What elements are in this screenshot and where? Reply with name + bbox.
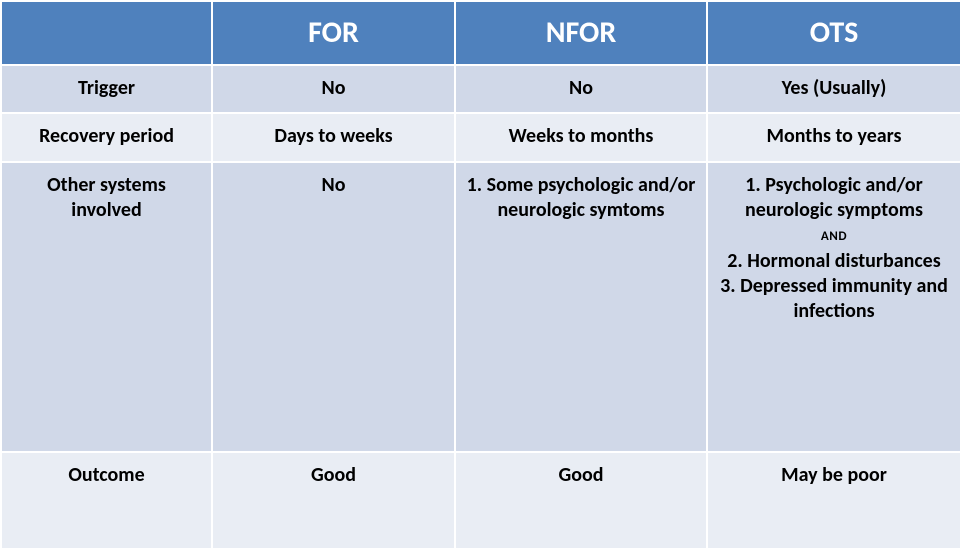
table-header-row: FOR NFOR OTS [1, 1, 960, 65]
cell-systems-ots: 1. Psychologic and/or neurologic symptom… [707, 162, 960, 452]
comparison-table: FOR NFOR OTS Trigger No No Yes (Usually)… [0, 0, 960, 550]
cell-outcome-ots: May be poor [707, 452, 960, 549]
table-row: Trigger No No Yes (Usually) [1, 65, 960, 113]
cell-outcome-nfor: Good [455, 452, 707, 549]
cell-trigger-ots: Yes (Usually) [707, 65, 960, 113]
row-label-systems: Other systems involved [1, 162, 212, 452]
header-nfor: NFOR [455, 1, 707, 65]
row-label-trigger: Trigger [1, 65, 212, 113]
cell-recovery-ots: Months to years [707, 113, 960, 162]
row-label-outcome: Outcome [1, 452, 212, 549]
cell-systems-for: No [212, 162, 455, 452]
table-row: Recovery period Days to weeks Weeks to m… [1, 113, 960, 162]
table-row: Other systems involved No 1. Some psycho… [1, 162, 960, 452]
cell-outcome-for: Good [212, 452, 455, 549]
cell-trigger-nfor: No [455, 65, 707, 113]
cell-recovery-nfor: Weeks to months [455, 113, 707, 162]
cell-trigger-for: No [212, 65, 455, 113]
ots-systems-and: AND [716, 229, 952, 245]
ots-systems-line3: 3. Depressed immunity and infections [720, 274, 948, 323]
header-ots: OTS [707, 1, 960, 65]
cell-systems-nfor: 1. Some psychologic and/or neurologic sy… [455, 162, 707, 452]
header-blank [1, 1, 212, 65]
ots-systems-line2: 2. Hormonal disturbances [727, 249, 940, 273]
ots-systems-line1: 1. Psychologic and/or neurologic symptom… [745, 173, 923, 222]
cell-recovery-for: Days to weeks [212, 113, 455, 162]
row-label-recovery: Recovery period [1, 113, 212, 162]
table-row: Outcome Good Good May be poor [1, 452, 960, 549]
header-for: FOR [212, 1, 455, 65]
